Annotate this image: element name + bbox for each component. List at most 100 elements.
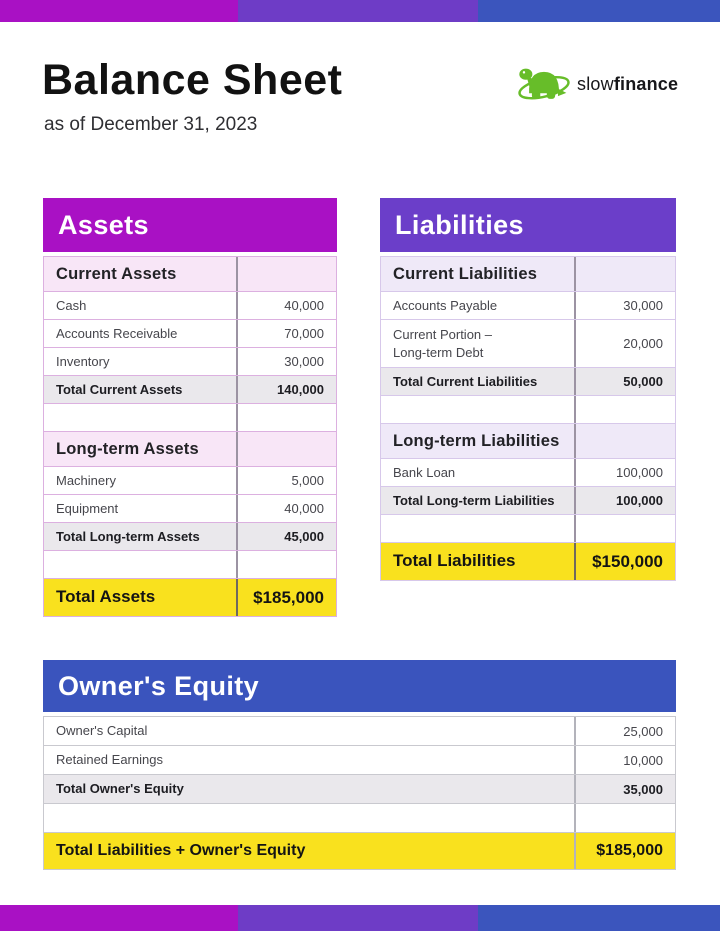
item-label: Accounts Receivable <box>56 325 178 341</box>
brand-name-regular: slow <box>577 73 614 94</box>
item-value: 25,000 <box>574 717 675 745</box>
grand-total-row: Total Liabilities $150,000 <box>381 543 675 580</box>
item-label: Bank Loan <box>393 464 456 480</box>
item-value: $185,000 <box>574 833 675 869</box>
item-label: Owner's Capital <box>56 723 148 739</box>
liabilities-table: Liabilities Current Liabilities Accounts P… <box>380 198 676 581</box>
item-value: 20,000 <box>574 320 675 367</box>
item-label: Cash <box>56 297 87 313</box>
grand-total-row: Total Liabilities + Owner's Equity $185,0… <box>44 833 675 869</box>
subtotal-row: Total Long-term Liabilities 100,000 <box>381 487 675 515</box>
top-bar-segment-magenta <box>0 0 238 22</box>
top-color-bar <box>0 0 720 22</box>
top-bar-segment-blue <box>478 0 720 22</box>
item-value <box>574 515 675 542</box>
item-label: Total Liabilities <box>393 551 516 571</box>
line-item-row: Accounts Payable 30,000 <box>381 292 675 320</box>
item-value <box>236 257 336 291</box>
line-item-row: Current Portion – Long-term Debt 20,000 <box>381 320 675 368</box>
item-value <box>574 257 675 291</box>
item-label <box>381 396 574 423</box>
item-label: Total Long-term Assets <box>56 528 200 544</box>
item-value: $150,000 <box>574 543 675 580</box>
table-body: Current Liabilities Accounts Payable 30,00… <box>380 256 676 581</box>
item-value: 45,000 <box>236 523 336 550</box>
spacer-row <box>44 404 336 432</box>
item-value <box>574 396 675 423</box>
item-value <box>574 424 675 458</box>
item-label <box>44 551 236 578</box>
item-label: Total Current Liabilities <box>393 373 538 389</box>
subtotal-row: Total Long-term Assets 45,000 <box>44 523 336 551</box>
bottom-bar-segment-blue <box>478 905 720 931</box>
section-header-row: Current Liabilities <box>381 257 675 292</box>
line-item-row: Equipment 40,000 <box>44 495 336 523</box>
spacer-row <box>44 551 336 579</box>
item-label: Total Assets <box>56 587 156 607</box>
table-title: Owner's Equity <box>43 660 676 712</box>
page-title: Balance Sheet <box>42 56 343 104</box>
item-label: Current Portion – Long-term Debt <box>393 326 492 360</box>
item-label: Total Liabilities + Owner's Equity <box>56 842 306 860</box>
line-item-row: Owner's Capital 25,000 <box>44 717 675 746</box>
item-value: 5,000 <box>236 467 336 494</box>
section-header-row: Current Assets <box>44 257 336 292</box>
item-label: Machinery <box>56 472 116 488</box>
equity-table: Owner's Equity Owner's Capital 25,000 Retai… <box>43 660 676 870</box>
item-value: 140,000 <box>236 376 336 403</box>
item-value: 10,000 <box>574 746 675 774</box>
item-label: Inventory <box>56 353 110 369</box>
item-value: 35,000 <box>574 775 675 803</box>
line-item-row: Accounts Receivable 70,000 <box>44 320 336 348</box>
item-value: 50,000 <box>574 368 675 395</box>
item-label: Equipment <box>56 500 119 516</box>
item-label: Long-term Liabilities <box>393 431 560 450</box>
section-header-row: Long-term Assets <box>44 432 336 467</box>
item-value: 30,000 <box>574 292 675 319</box>
item-label: Total Current Assets <box>56 381 183 397</box>
item-label <box>44 404 236 431</box>
item-label: Current Liabilities <box>393 264 538 283</box>
spacer-row <box>44 804 675 833</box>
item-label: Retained Earnings <box>56 752 163 768</box>
line-item-row: Machinery 5,000 <box>44 467 336 495</box>
item-label: Long-term Assets <box>56 439 199 458</box>
item-value: 70,000 <box>236 320 336 347</box>
item-label <box>44 804 574 832</box>
bottom-bar-segment-purple <box>238 905 478 931</box>
item-value: 40,000 <box>236 292 336 319</box>
item-label <box>381 515 574 542</box>
spacer-row <box>381 396 675 424</box>
section-header-row: Long-term Liabilities <box>381 424 675 459</box>
item-label: Total Long-term Liabilities <box>393 492 555 508</box>
line-item-row: Cash 40,000 <box>44 292 336 320</box>
item-value <box>236 404 336 431</box>
item-value: 30,000 <box>236 348 336 375</box>
bottom-color-bar <box>0 905 720 931</box>
table-body: Owner's Capital 25,000 Retained Earnings 10… <box>43 716 676 870</box>
item-value <box>574 804 675 832</box>
item-label: Accounts Payable <box>393 297 498 313</box>
item-value: 100,000 <box>574 459 675 486</box>
item-label: Total Owner's Equity <box>56 781 184 797</box>
item-value: 40,000 <box>236 495 336 522</box>
subtotal-row: Total Current Assets 140,000 <box>44 376 336 404</box>
line-item-row: Bank Loan 100,000 <box>381 459 675 487</box>
turtle-icon <box>518 68 570 100</box>
grand-total-row: Total Assets $185,000 <box>44 579 336 616</box>
top-bar-segment-purple <box>238 0 478 22</box>
page-subtitle: as of December 31, 2023 <box>44 114 258 135</box>
item-value <box>236 551 336 578</box>
item-value <box>236 432 336 466</box>
table-title: Assets <box>43 198 337 252</box>
assets-table: Assets Current Assets Cash 40,000 Accounts R… <box>43 198 337 617</box>
line-item-row: Retained Earnings 10,000 <box>44 746 675 775</box>
item-value: 100,000 <box>574 487 675 514</box>
subtotal-row: Total Owner's Equity 35,000 <box>44 775 675 804</box>
brand-name-bold: finance <box>613 73 679 94</box>
bottom-bar-segment-magenta <box>0 905 238 931</box>
line-item-row: Inventory 30,000 <box>44 348 336 376</box>
brand-name: slowfinance <box>577 74 678 95</box>
table-title: Liabilities <box>380 198 676 252</box>
